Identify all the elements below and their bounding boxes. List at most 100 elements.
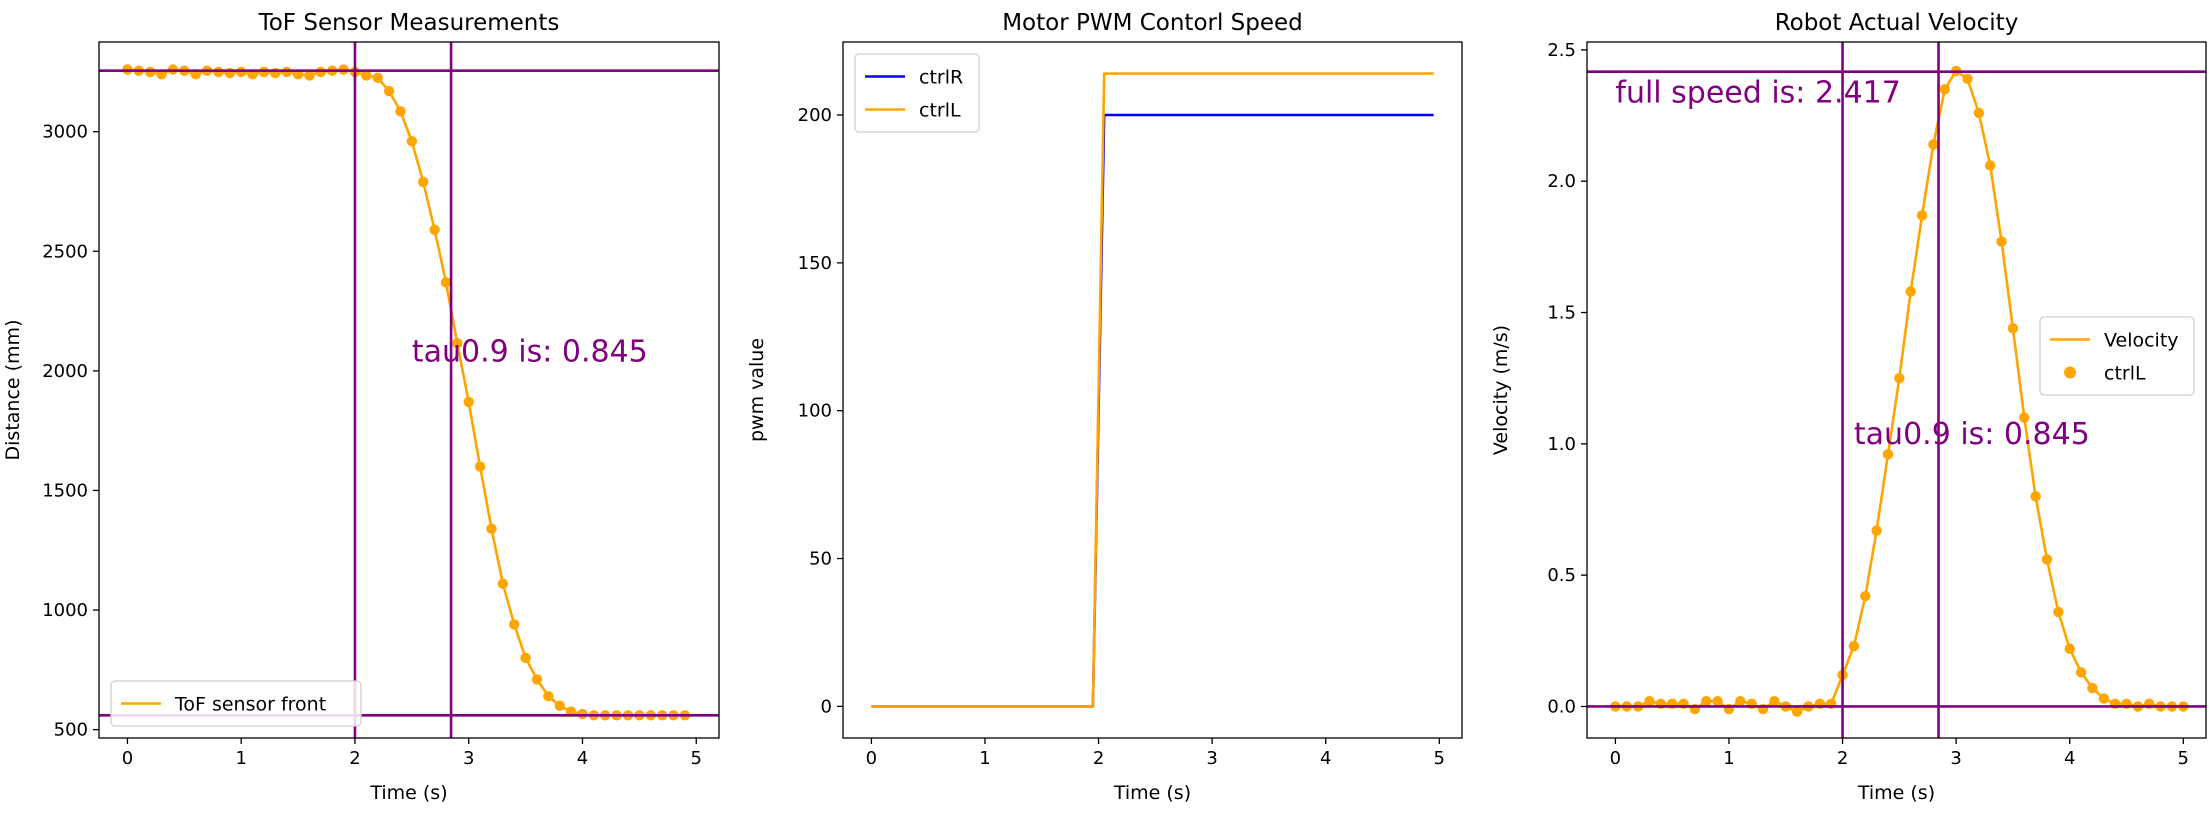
data-point xyxy=(2098,693,2109,704)
y-tick-label: 1500 xyxy=(42,480,88,501)
data-point xyxy=(406,136,418,147)
data-point xyxy=(1962,73,1973,84)
x-tick-label: 1 xyxy=(979,748,990,769)
y-tick-label: 0.0 xyxy=(1547,696,1576,717)
chart-title: ToF Sensor Measurements xyxy=(258,10,560,36)
x-tick-label: 2 xyxy=(1837,748,1848,769)
legend: Velocity ctrlL xyxy=(2039,316,2195,396)
data-point xyxy=(1701,696,1712,707)
y-tick-label: 500 xyxy=(54,720,88,741)
data-point xyxy=(1928,139,1939,150)
data-point xyxy=(509,619,520,630)
data-point xyxy=(2007,323,2019,334)
plot-area: tau0.9 is: 0.845 xyxy=(99,42,719,738)
x-tick-label: 0 xyxy=(1610,748,1621,769)
data-point xyxy=(1882,449,1894,460)
x-tick-label: 2 xyxy=(1093,748,1104,769)
data-point xyxy=(554,700,565,711)
data-point xyxy=(383,85,395,97)
axes-frame xyxy=(842,41,1463,739)
data-point xyxy=(452,338,463,349)
chart-title: Robot Actual Velocity xyxy=(1775,10,2019,36)
x-tick-label: 0 xyxy=(122,748,133,769)
y-tick-label: 200 xyxy=(798,105,832,126)
data-point xyxy=(1973,107,1985,119)
y-tick-label: 2000 xyxy=(42,361,88,382)
y-tick-label: 0.5 xyxy=(1547,565,1576,586)
data-point xyxy=(1791,706,1803,717)
data-point xyxy=(2075,667,2087,678)
y-tick-label: 2.0 xyxy=(1547,171,1576,192)
legend: ToF sensor front xyxy=(110,680,362,727)
legend-box xyxy=(2039,316,2195,396)
data-point xyxy=(1848,640,1860,652)
data-point xyxy=(418,176,429,188)
plot-area xyxy=(871,72,1434,708)
axes-frame xyxy=(98,41,720,739)
data-point xyxy=(2053,606,2064,618)
data-point xyxy=(1644,696,1655,707)
data-point xyxy=(474,461,486,472)
data-point xyxy=(1871,525,1882,536)
legend-box xyxy=(854,53,980,133)
x-tick-label: 5 xyxy=(1434,748,1445,769)
x-axis-label: Time (s) xyxy=(1857,782,1935,804)
data-point xyxy=(304,70,315,81)
x-tick-label: 3 xyxy=(1206,748,1217,769)
legend-box xyxy=(110,680,362,727)
y-tick-label: 100 xyxy=(798,401,832,422)
x-tick-label: 4 xyxy=(2064,748,2075,769)
data-point xyxy=(1735,696,1746,707)
plot-area: full speed is: 2.417 tau0.9 is: 0.845 xyxy=(1587,42,2206,738)
x-tick-label: 3 xyxy=(463,748,474,769)
data-point xyxy=(440,277,452,288)
y-tick-label: 0 xyxy=(821,696,832,717)
data-point xyxy=(1894,372,1905,384)
data-point xyxy=(2064,643,2075,654)
legend-label: ctrlL xyxy=(919,100,961,122)
y-tick-label: 1.5 xyxy=(1547,303,1576,324)
y-tick-label: 2500 xyxy=(42,241,88,262)
y-tick-label: 1000 xyxy=(42,600,88,621)
x-tick-label: 3 xyxy=(1950,748,1961,769)
data-point xyxy=(2087,682,2098,694)
x-tick-label: 2 xyxy=(349,748,360,769)
y-tick-label: 50 xyxy=(809,549,832,570)
data-point xyxy=(2030,491,2041,502)
x-tick-label: 5 xyxy=(691,748,702,769)
legend-label: ctrlR xyxy=(919,67,963,89)
y-tick-label: 2.5 xyxy=(1547,40,1576,61)
data-point xyxy=(531,674,543,685)
data-point xyxy=(429,224,440,235)
data-point xyxy=(2041,554,2053,565)
chart-panel-3: Robot Actual Velocity Time (s) Velocity (m… xyxy=(1490,10,2207,804)
data-point xyxy=(372,72,383,84)
x-tick-label: 1 xyxy=(1723,748,1734,769)
data-point xyxy=(395,106,406,117)
series-line-2 xyxy=(871,72,1434,708)
chart-title: Motor PWM Contorl Speed xyxy=(1002,10,1303,36)
axes-frame xyxy=(1586,41,2207,739)
data-point xyxy=(543,690,554,702)
x-axis-label: Time (s) xyxy=(1113,782,1191,804)
x-axis-label: Time (s) xyxy=(369,782,447,804)
data-point xyxy=(486,523,497,534)
legend-label: Velocity xyxy=(2104,330,2179,352)
y-axis-label: pwm value xyxy=(746,338,768,442)
legend-label: ToF sensor front xyxy=(174,694,326,716)
y-axis-label: Distance (mm) xyxy=(2,320,24,461)
annotation-text: full speed is: 2.417 xyxy=(1615,75,1900,110)
chart-panel-1: ToF Sensor Measurements Time (s) Distance … xyxy=(2,10,720,804)
data-point xyxy=(1996,236,2007,247)
y-axis-label: Velocity (m/s) xyxy=(1490,325,1512,455)
data-point xyxy=(361,70,372,81)
legend: ctrlR ctrlL xyxy=(854,53,980,133)
annotation-text: tau0.9 is: 0.845 xyxy=(412,334,648,369)
data-point xyxy=(497,578,509,589)
x-tick-label: 1 xyxy=(235,748,246,769)
data-point xyxy=(1905,286,1916,297)
x-tick-label: 4 xyxy=(1320,748,1331,769)
x-tick-label: 5 xyxy=(2178,748,2189,769)
legend-swatch xyxy=(2064,366,2076,379)
